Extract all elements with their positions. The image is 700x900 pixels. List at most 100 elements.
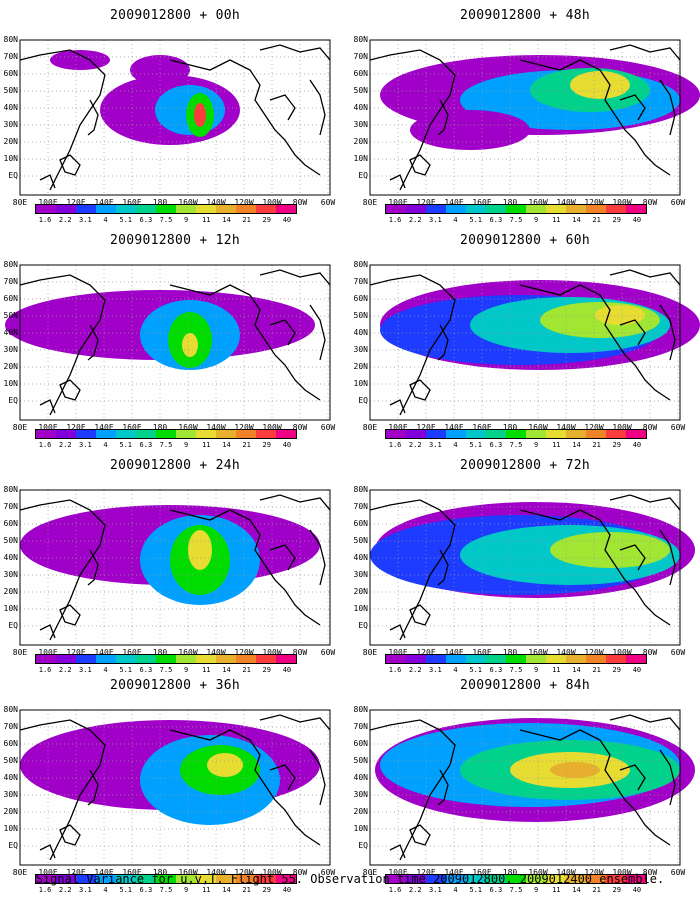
colorbar-swatch [36,205,56,213]
lon-label: 120E [416,648,436,657]
colorbar-label: 4 [103,441,108,449]
colorbar-swatch [96,430,116,438]
panel-title: 2009012800 + 24h [109,458,241,473]
colorbar-swatch [386,205,406,213]
colorbar-swatch [116,875,136,883]
lon-label: 160W [178,868,198,877]
colorbar-label: 7.5 [159,666,173,674]
colorbar [385,429,647,439]
colorbar-swatch [606,205,626,213]
lat-label: 80N [353,260,368,269]
lon-label: 120W [234,868,254,877]
colorbar-swatch [566,430,586,438]
colorbar [35,429,297,439]
colorbar-swatch [36,655,56,663]
variance-field [19,709,331,866]
colorbar-label: 14 [222,886,231,894]
lat-label: 10N [353,604,368,613]
colorbar-label: 40 [282,886,292,894]
colorbar-label: 6.3 [139,216,153,224]
lon-label: 120E [66,868,86,877]
lon-label: 80W [642,868,658,877]
coastline [259,269,331,286]
colorbar-label: 9 [184,886,189,894]
lat-label: 20N [3,137,18,146]
coastline [659,749,676,806]
colorbar-label: 29 [262,666,271,674]
colorbar-label: 3.1 [79,886,92,894]
colorbar-label: 11 [202,666,211,674]
lon-label: 180 [502,423,518,432]
lon-label: 80E [12,198,28,207]
lat-label: 20N [353,807,368,816]
lon-label: 120E [66,423,86,432]
lat-label: 30N [353,120,368,129]
colorbar-swatch [466,875,486,883]
colorbar-swatch [256,205,276,213]
colorbar-swatch [116,205,136,213]
colorbar-swatch [446,430,466,438]
coastline [309,79,326,136]
lon-label: 100W [612,648,632,657]
lat-label: EQ [358,841,368,850]
map-area: 80N 70N 60N 50N 40N 30N 20N 10N EQ 80E 100E 120E 140… [4,35,336,207]
lon-label: 160W [178,198,198,207]
colorbar-label: 5.1 [119,216,133,224]
coastline [409,154,431,176]
coastline [609,269,681,286]
coastline [519,509,671,626]
colorbar-swatch [586,430,606,438]
colorbar-label: 11 [552,666,561,674]
lat-label: EQ [8,621,18,630]
colorbar-swatch [76,875,96,883]
coastline [59,154,81,176]
colorbar [35,874,297,884]
lat-label: EQ [8,841,18,850]
map-panel: 2009012800 + 84h 80N 70N 60N 50N 40N 30N 20N 10N… [350,670,700,895]
colorbar-swatch [426,430,446,438]
map-frame [369,264,681,421]
colorbar-label: 6.3 [139,666,153,674]
lon-label: 80W [642,198,658,207]
colorbar-label: 11 [202,216,211,224]
panel-title: 2009012800 + 60h [459,233,591,248]
colorbar-label: 5.1 [469,216,483,224]
lon-label: 120E [416,423,436,432]
lon-label: 140E [444,648,464,657]
variance-contour [207,753,243,777]
lon-label: 80E [12,648,28,657]
coastline [519,59,671,176]
lon-label: 120E [66,648,86,657]
variance-field [19,39,331,196]
coastline [409,379,431,401]
lon-label: 160E [122,423,142,432]
variance-contour [188,530,212,570]
colorbar-label: 9 [184,441,189,449]
lat-label: 10N [353,379,368,388]
lon-label: 140W [556,868,576,877]
lon-label: 160E [472,198,492,207]
colorbar-swatch [236,875,256,883]
colorbar-swatch [176,430,196,438]
colorbar-label: 2.2 [408,666,422,674]
lat-label: 40N [3,773,18,782]
colorbar-swatch [276,205,296,213]
lat-label: 10N [3,379,18,388]
colorbar-label: 14 [222,441,231,449]
colorbar-label: 6.3 [139,886,153,894]
panel-title: 2009012800 + 48h [459,8,591,23]
colorbar-swatch [156,655,176,663]
lat-label: 70N [3,722,18,731]
lat-label: 80N [3,35,18,44]
colorbar-swatch [386,875,406,883]
colorbar-label: 6.3 [489,666,503,674]
coastline [409,824,431,846]
colorbar-label: 3.1 [429,216,442,224]
variance-field [369,489,695,646]
colorbar-label: 14 [572,441,581,449]
colorbar-swatch [526,205,546,213]
variance-field [19,489,331,646]
colorbar-label: 14 [572,886,581,894]
colorbar-swatch [76,430,96,438]
lon-label: 100W [262,198,282,207]
